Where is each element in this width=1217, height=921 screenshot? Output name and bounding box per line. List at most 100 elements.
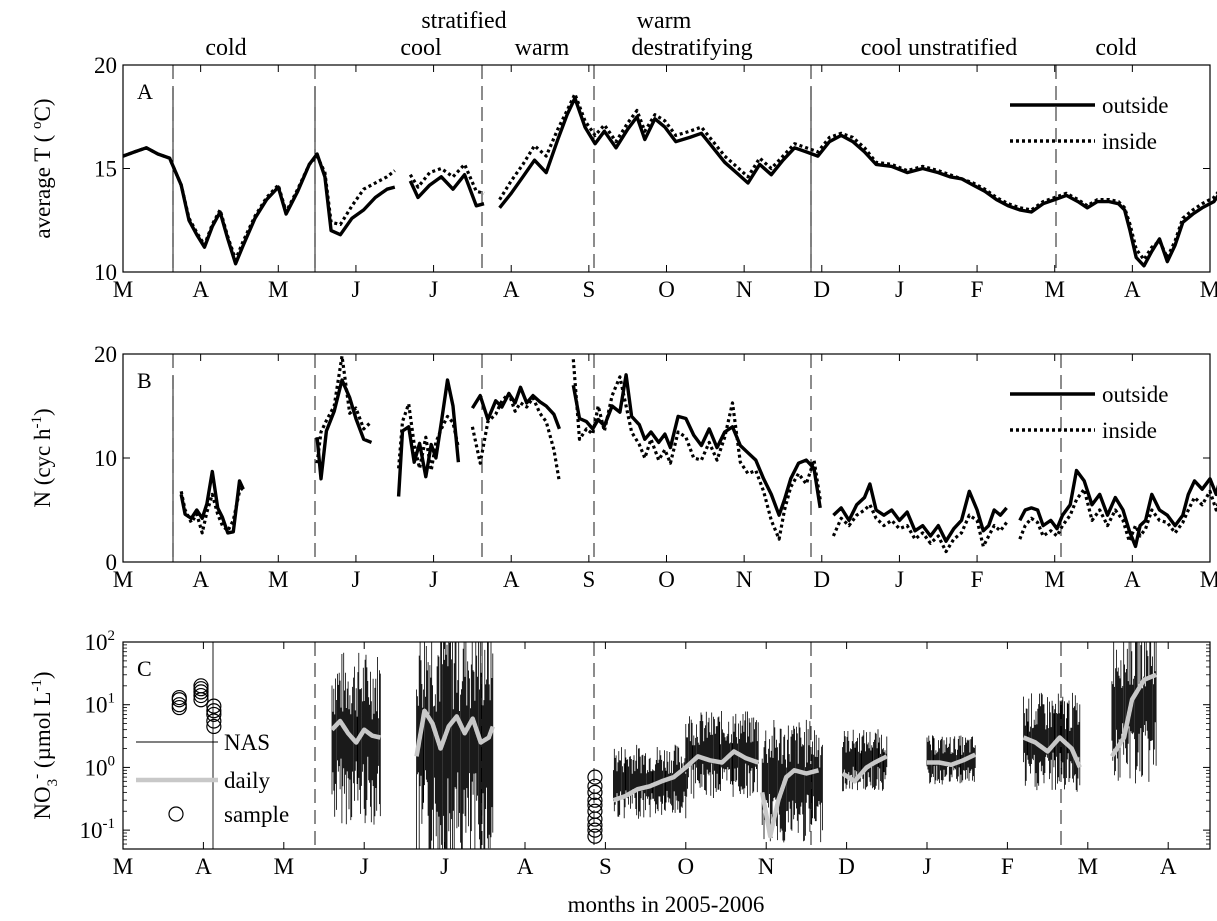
x-tick-label: A: [517, 854, 534, 879]
axes-frame-C: [122, 641, 1211, 850]
nas-segment-9: [1111, 642, 1157, 784]
sample-point: [206, 713, 222, 729]
x-tick-label: A: [192, 277, 209, 302]
sample-point: [206, 698, 222, 714]
x-tick-label: F: [971, 277, 984, 302]
y-tick-label: 101: [85, 691, 116, 718]
legend-label-sample: sample: [224, 802, 289, 827]
y-tick-label: 102: [85, 628, 116, 655]
season-boundaries: [172, 65, 1062, 849]
y-tick-label: 0: [106, 550, 118, 575]
series-outside-A: [122, 96, 1217, 268]
season-label-2: stratified: [421, 8, 506, 34]
panel-label-C: C: [137, 656, 152, 681]
sample-point: [206, 718, 222, 735]
x-tick-label: A: [503, 567, 520, 592]
legend-label-outside: outside: [1102, 93, 1168, 118]
panel-label-A: A: [137, 79, 153, 104]
y-axis-label-A: average T ( oC): [29, 98, 55, 238]
axes-layer: M A M J J A S O N D J F M A M M A M J J A S O N D J F M A M M A M J J A S O N D…: [29, 53, 1217, 879]
sample-point: [206, 703, 222, 719]
sample-point: [587, 822, 603, 838]
axes-frame-A: [122, 64, 1211, 273]
legend-label-inside: inside: [1102, 418, 1157, 443]
x-tick-label: J: [429, 277, 438, 302]
season-label-3: cool: [400, 35, 442, 61]
x-tick-label: M: [1200, 567, 1217, 592]
y-axis-label-B: N (cyc h-1): [29, 408, 55, 507]
y-tick-label: 10-1: [80, 816, 116, 843]
x-tick-label: M: [274, 854, 294, 879]
x-tick-label: M: [268, 277, 288, 302]
data-layer: [122, 92, 1217, 849]
y-axis-label-C: NO3- (µmol L-1): [29, 671, 61, 819]
legend-marker-sample: [168, 806, 184, 822]
season-label-4: warm: [515, 35, 570, 61]
sample-point: [587, 803, 603, 819]
season-label-7: cool unstratified: [861, 35, 1018, 61]
sample-point: [587, 811, 603, 827]
series-inside-A: [122, 92, 1217, 262]
x-axis-label: months in 2005-2006: [568, 892, 765, 917]
x-tick-label: N: [758, 854, 775, 879]
x-tick-label: J: [351, 277, 360, 302]
sample-point: [587, 797, 603, 813]
x-tick-label: M: [1200, 277, 1217, 302]
y-tick-label: 15: [94, 157, 117, 182]
x-tick-label: D: [813, 567, 830, 592]
sample-point: [587, 784, 603, 800]
x-tick-label: A: [503, 277, 520, 302]
nas-segment-2: [416, 642, 494, 849]
x-tick-label: J: [429, 567, 438, 592]
x-tick-label: J: [895, 567, 904, 592]
x-tick-label: J: [923, 854, 932, 879]
x-tick-label: M: [1078, 854, 1098, 879]
sample-point: [193, 678, 209, 694]
x-tick-label: F: [971, 567, 984, 592]
axes-frame-B: [122, 353, 1211, 563]
season-label-5: warm: [637, 8, 692, 34]
x-tick-label: A: [195, 854, 212, 879]
y-tick-label: 10: [94, 260, 117, 285]
x-tick-label: A: [1160, 854, 1177, 879]
x-tick-label: O: [658, 567, 675, 592]
sample-point: [193, 687, 209, 704]
sample-point: [587, 769, 603, 785]
y-tick-label: 100: [85, 753, 116, 780]
x-tick-label: O: [677, 854, 694, 879]
x-tick-label: S: [599, 854, 612, 879]
x-tick-label: J: [360, 854, 369, 879]
legend-label-daily: daily: [224, 768, 270, 793]
x-tick-label: M: [113, 567, 133, 592]
x-tick-label: J: [895, 277, 904, 302]
x-tick-label: F: [1001, 854, 1014, 879]
x-tick-label: M: [113, 277, 133, 302]
x-tick-label: A: [1124, 277, 1141, 302]
x-tick-label: A: [1124, 567, 1141, 592]
season-label-1: cold: [205, 35, 246, 61]
x-tick-label: J: [351, 567, 360, 592]
y-tick-label: 20: [94, 342, 117, 367]
y-tick-label: 20: [94, 53, 117, 78]
x-tick-label: N: [736, 277, 753, 302]
series-daily: [330, 672, 1157, 839]
legend-label-outside: outside: [1102, 382, 1168, 407]
sample-point: [171, 689, 187, 706]
x-tick-label: A: [192, 567, 209, 592]
sample-point: [587, 828, 603, 844]
x-tick-label: O: [658, 277, 675, 302]
sample-point: [171, 697, 187, 713]
sample-point: [206, 706, 222, 723]
sample-point: [587, 778, 603, 794]
x-tick-label: M: [1044, 567, 1064, 592]
nas-segment-3: [613, 744, 687, 819]
x-tick-label: M: [1044, 277, 1064, 302]
x-tick-label: S: [582, 277, 595, 302]
season-label-8: cold: [1095, 35, 1136, 61]
x-tick-label: S: [582, 567, 595, 592]
sample-point: [193, 684, 209, 700]
panel-label-B: B: [137, 368, 152, 393]
x-tick-label: J: [440, 854, 449, 879]
